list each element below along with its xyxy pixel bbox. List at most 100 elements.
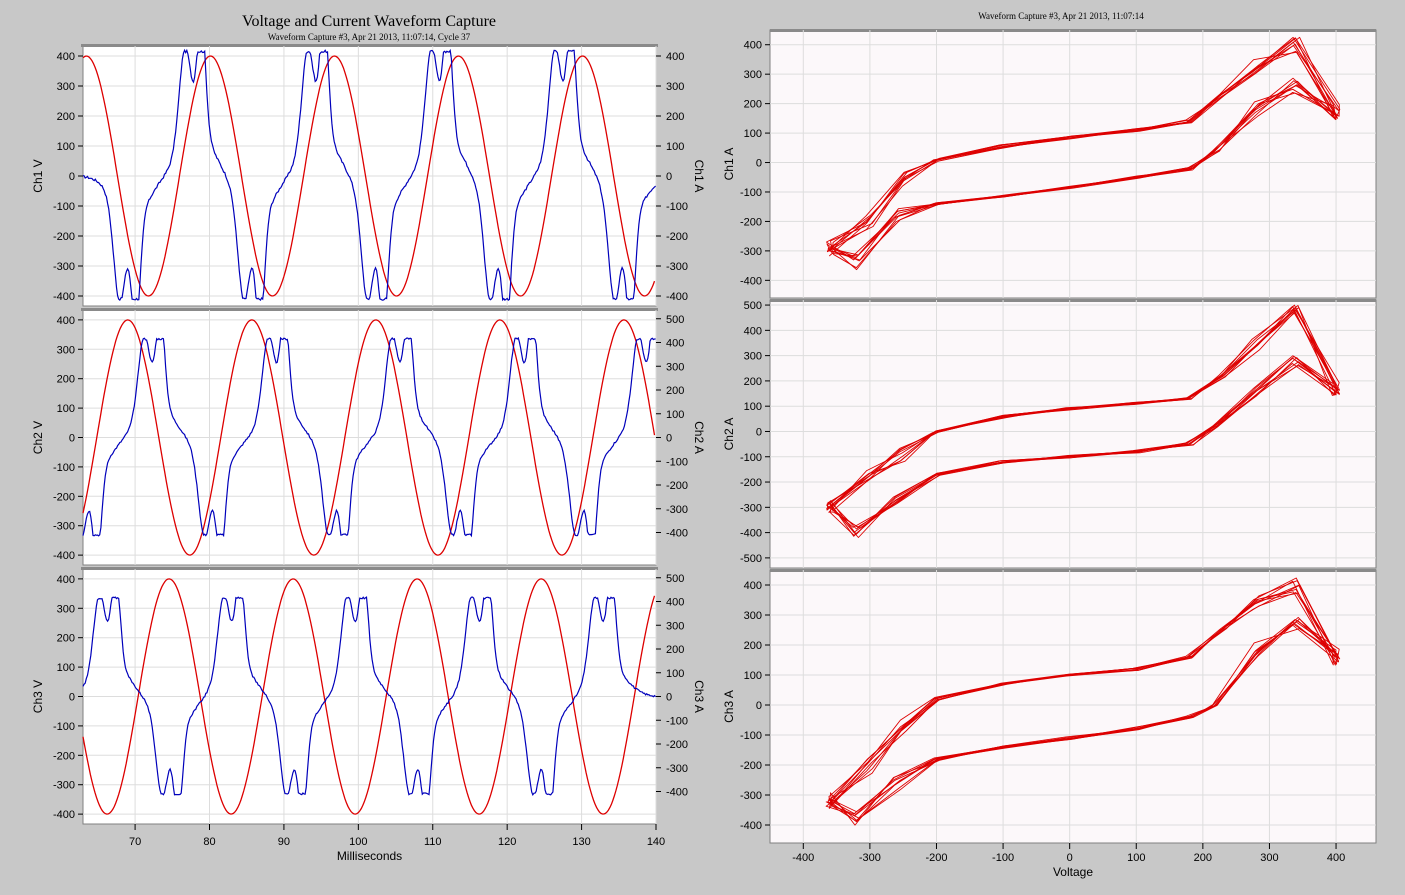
ch3-left-tick-label: 0 [69, 692, 75, 704]
locus-2-y-tick-label: -300 [740, 502, 762, 514]
ch3-left-tick-label: -300 [53, 780, 75, 792]
voltage-axis-tick-label: -100 [992, 852, 1014, 864]
locus-3-y-tick-label: 0 [756, 700, 762, 712]
time-axis-tick-label: 140 [647, 836, 665, 848]
ch3-left-tick-label: -200 [53, 750, 75, 762]
ch2-right-tick-label: -400 [666, 528, 688, 540]
ch3-right-tick-label: -200 [666, 739, 688, 751]
ch1-current-axis-label: Ch1 A [692, 160, 706, 193]
ch1-left-tick-label: 100 [57, 141, 75, 153]
ch1-right-tick-label: -100 [666, 201, 688, 213]
time-axis-tick-label: 90 [278, 836, 290, 848]
locus-3-panel-separator [770, 569, 1376, 572]
ch2-voltage-axis-label: Ch2 V [31, 421, 45, 454]
locus-1-y-tick-label: 400 [744, 40, 762, 52]
ch2-voltage-series [82, 319, 656, 556]
locus-1-panel-separator [770, 29, 1376, 32]
locus-2-locus-trace [830, 307, 1340, 537]
locus-1-y-tick-label: 100 [744, 128, 762, 140]
locus-2-y-tick-label: 200 [744, 376, 762, 388]
locus-3-locus-trace [825, 591, 1340, 816]
ch1-voltage-series [82, 55, 656, 297]
ch2-current-axis-label: Ch2 A [692, 421, 706, 454]
ch3-current-series [82, 596, 657, 797]
locus-3-y-tick-label: 200 [744, 640, 762, 652]
locus-2-y-tick-label: -100 [740, 452, 762, 464]
locus-1-plot-area [769, 29, 1377, 299]
locus-2-locus-trace [828, 309, 1339, 529]
locus-2-y-tick-label: 400 [744, 325, 762, 337]
ch1-left-tick-label: 300 [57, 81, 75, 93]
ch3-right-tick-label: 500 [666, 573, 684, 585]
ch2-right-tick-label: -300 [666, 504, 688, 516]
ch2-left-tick-label: 100 [57, 403, 75, 415]
left-chart-subtitle: Waveform Capture #3, Apr 21 2013, 11:07:… [268, 32, 471, 42]
voltage-axis-tick-label: -200 [925, 852, 947, 864]
locus-1-y-tick-label: -100 [740, 187, 762, 199]
ch2-right-tick-label: 200 [666, 385, 684, 397]
locus-3-y-tick-label: 400 [744, 580, 762, 592]
locus-1-y-tick-label: -400 [740, 275, 762, 287]
ch1-right-tick-label: -300 [666, 261, 688, 273]
locus-1-y-tick-label: -200 [740, 216, 762, 228]
time-axis-tick-label: 130 [572, 836, 590, 848]
ch3-right-tick-label: 0 [666, 692, 672, 704]
locus-3-locus-trace [827, 588, 1337, 821]
locus-1-y-tick-label: -300 [740, 246, 762, 258]
ch2-current-series [82, 336, 656, 538]
locus-1-current-axis-label: Ch1 A [722, 148, 736, 181]
ch2-right-tick-label: 300 [666, 361, 684, 373]
ch1-right-tick-label: 200 [666, 111, 684, 123]
ch2-right-tick-label: 400 [666, 338, 684, 350]
ch3-right-tick-label: -300 [666, 763, 688, 775]
locus-2-y-tick-label: 500 [744, 300, 762, 312]
time-axis-tick-label: 100 [349, 836, 367, 848]
ch2-left-tick-label: 400 [57, 315, 75, 327]
voltage-axis-tick-label: 0 [1067, 852, 1073, 864]
ch2-left-tick-label: 300 [57, 344, 75, 356]
ch2-left-tick-label: -300 [53, 521, 75, 533]
ch2-right-tick-label: -100 [666, 456, 688, 468]
locus-3-y-tick-label: 100 [744, 670, 762, 682]
time-axis-tick-label: 110 [424, 836, 442, 848]
locus-2-y-tick-label: 300 [744, 351, 762, 363]
locus-2-current-axis-label: Ch2 A [722, 418, 736, 451]
time-axis-tick-label: 80 [203, 836, 215, 848]
ch1-right-tick-label: -200 [666, 231, 688, 243]
locus-1-locus-trace [826, 37, 1340, 271]
ch3-right-tick-label: 200 [666, 644, 684, 656]
ch3-left-tick-label: -100 [53, 721, 75, 733]
locus-2-y-tick-label: 0 [756, 426, 762, 438]
locus-2-panel-separator [770, 299, 1376, 302]
time-axis-tick-label: 120 [498, 836, 516, 848]
voltage-axis-tick-label: 300 [1260, 852, 1278, 864]
ch1-voltage-axis-label: Ch1 V [31, 159, 45, 192]
locus-3-current-axis-label: Ch3 A [722, 690, 736, 723]
ch2-right-tick-label: -200 [666, 480, 688, 492]
locus-3-locus-trace [829, 580, 1337, 826]
locus-3-plot-area [769, 569, 1377, 844]
ch1-left-tick-label: -200 [53, 231, 75, 243]
ch2-right-tick-label: 100 [666, 409, 684, 421]
locus-3-y-tick-label: -200 [740, 760, 762, 772]
ch1-right-tick-label: 100 [666, 141, 684, 153]
ch2-left-tick-label: -200 [53, 491, 75, 503]
ch3-panel-separator [81, 567, 658, 570]
voltage-axis-tick-label: -400 [792, 852, 814, 864]
time-axis-tick-label: 70 [129, 836, 141, 848]
ch3-right-tick-label: 400 [666, 597, 684, 609]
ch1-right-tick-label: 400 [666, 51, 684, 63]
voltage-axis-tick-label: -300 [859, 852, 881, 864]
locus-2-locus-trace [830, 305, 1337, 536]
right-chart-subtitle: Waveform Capture #3, Apr 21 2013, 11:07:… [978, 11, 1144, 21]
locus-1-locus-trace [829, 36, 1341, 257]
locus-3-y-tick-label: -400 [740, 820, 762, 832]
ch2-left-tick-label: 0 [69, 433, 75, 445]
voltage-axis-tick-label: 400 [1327, 852, 1345, 864]
ch3-left-tick-label: 400 [57, 574, 75, 586]
locus-3-y-tick-label: -300 [740, 790, 762, 802]
ch2-left-tick-label: -400 [53, 550, 75, 562]
ch1-right-tick-label: 300 [666, 81, 684, 93]
voltage-axis-tick-label: 100 [1127, 852, 1145, 864]
